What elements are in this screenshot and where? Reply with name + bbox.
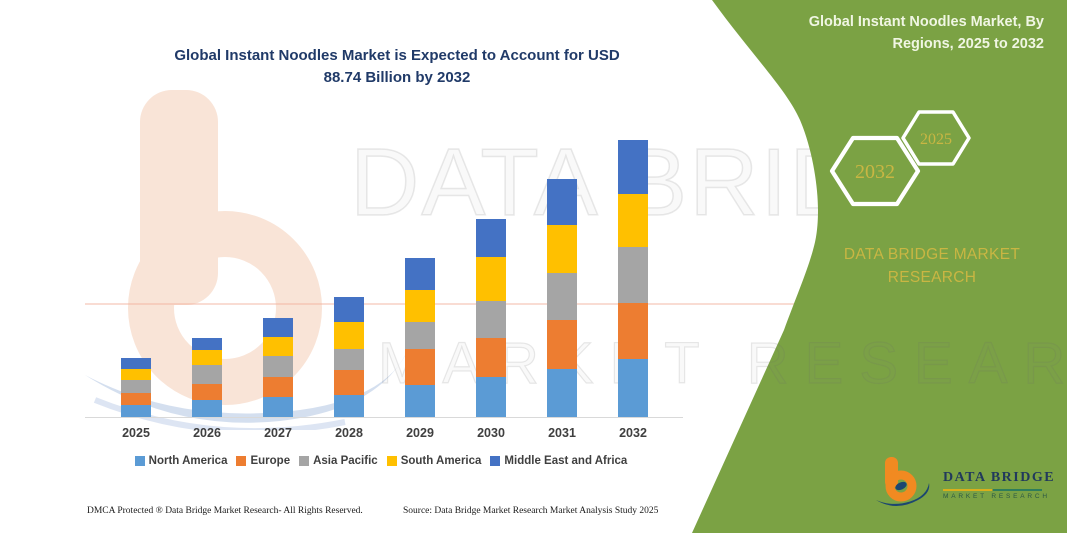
bar-segment-2028-south-america xyxy=(334,322,364,349)
databridge-logo-name: DATA BRIDGE xyxy=(943,470,1056,485)
legend-swatch-icon xyxy=(236,456,247,466)
hexagon-2032 xyxy=(829,135,921,207)
x-axis-label-2027: 2027 xyxy=(264,426,292,440)
bar-segment-2025-north-america xyxy=(121,405,151,417)
bar-segment-2030-asia-pacific xyxy=(476,300,506,339)
legend-item-europe: Europe xyxy=(236,455,290,467)
legend-item-south-america: South America xyxy=(386,455,482,467)
footer-source-text: Source: Data Bridge Market Research Mark… xyxy=(403,506,659,516)
bar-segment-2029-europe xyxy=(405,349,435,385)
bar-segment-2031-asia-pacific xyxy=(547,272,577,321)
x-axis-label-2026: 2026 xyxy=(193,426,221,440)
brand-line2: RESEARCH xyxy=(887,269,977,286)
legend-item-middle-east-and-africa: Middle East and Africa xyxy=(490,455,627,467)
watermark-pink-line xyxy=(85,303,810,305)
bar-segment-2030-middle-east-and-africa xyxy=(476,218,506,257)
bar-segment-2031-middle-east-and-africa xyxy=(547,178,577,226)
bar-segment-2026-south-america xyxy=(192,349,222,365)
legend-label: Asia Pacific xyxy=(313,455,378,467)
bar-segment-2025-asia-pacific xyxy=(121,379,151,393)
legend-swatch-icon xyxy=(490,456,501,466)
x-axis-label-2032: 2032 xyxy=(619,426,647,440)
panel-title-line1: Global Instant Noodles Market, By xyxy=(808,14,1044,30)
bar-segment-2027-middle-east-and-africa xyxy=(263,318,293,338)
bar-segment-2031-europe xyxy=(547,320,577,369)
bar-segment-2025-europe xyxy=(121,392,151,406)
background-logo-watermark xyxy=(85,90,407,430)
bar-segment-2028-europe xyxy=(334,369,364,395)
hexagon-2025-label: 2025 xyxy=(920,131,952,148)
databridge-logo-rule xyxy=(943,489,1042,491)
footer-dmca-text: DMCA Protected ® Data Bridge Market Rese… xyxy=(87,506,363,516)
bar-segment-2032-middle-east-and-africa xyxy=(618,139,648,195)
bar-segment-2030-north-america xyxy=(476,376,506,417)
bar-segment-2026-middle-east-and-africa xyxy=(192,338,222,350)
bar-segment-2029-middle-east-and-africa xyxy=(405,258,435,291)
bar-segment-2027-asia-pacific xyxy=(263,355,293,378)
bar-segment-2028-north-america xyxy=(334,394,364,417)
x-axis-label-2028: 2028 xyxy=(335,426,363,440)
legend-item-asia-pacific: Asia Pacific xyxy=(299,455,378,467)
bar-segment-2026-asia-pacific xyxy=(192,364,222,384)
legend-label: South America xyxy=(400,455,482,467)
x-axis-label-2029: 2029 xyxy=(406,426,434,440)
bar-segment-2027-europe xyxy=(263,377,293,398)
bar-segment-2030-south-america xyxy=(476,256,506,301)
bar-segment-2025-south-america xyxy=(121,368,151,380)
legend-label: North America xyxy=(148,455,228,467)
year-hexagons: 2025 2032 xyxy=(829,110,971,207)
bar-segment-2026-europe xyxy=(192,383,222,401)
panel-title-line2: Regions, 2025 to 2032 xyxy=(892,36,1044,52)
hexagon-2025 xyxy=(901,110,971,166)
green-panel-shape xyxy=(692,0,1067,533)
bar-segment-2028-middle-east-and-africa xyxy=(334,296,364,323)
bar-segment-2028-asia-pacific xyxy=(334,348,364,370)
databridge-logo-icon xyxy=(876,457,930,506)
bar-segment-2029-north-america xyxy=(405,384,435,417)
x-axis-label-2025: 2025 xyxy=(122,426,150,440)
legend-swatch-icon xyxy=(386,456,397,466)
bar-segment-2026-north-america xyxy=(192,400,222,417)
brand-line1: DATA BRIDGE MARKET xyxy=(843,246,1021,263)
chart-title-line1: Global Instant Noodles Market is Expecte… xyxy=(174,47,620,64)
x-axis-label-2031: 2031 xyxy=(548,426,576,440)
legend-swatch-icon xyxy=(134,456,145,466)
bar-segment-2025-middle-east-and-africa xyxy=(121,357,151,369)
bar-segment-2031-south-america xyxy=(547,225,577,273)
bar-segment-2032-north-america xyxy=(618,358,648,417)
bar-segment-2031-north-america xyxy=(547,368,577,417)
bar-segment-2027-south-america xyxy=(263,337,293,356)
bar-segment-2029-asia-pacific xyxy=(405,321,435,350)
bar-segment-2032-south-america xyxy=(618,194,648,248)
x-axis-label-2030: 2030 xyxy=(477,426,505,440)
databridge-logo-subtext: MARKET RESEARCH xyxy=(943,493,1050,500)
chart-title: Global Instant Noodles Market is Expecte… xyxy=(97,45,697,89)
bar-segment-2027-north-america xyxy=(263,397,293,417)
legend-label: Europe xyxy=(250,455,291,467)
x-axis-line xyxy=(85,417,683,418)
legend-item-north-america: North America xyxy=(134,455,228,467)
chart-legend: North America Europe Asia Pacific South Ame… xyxy=(85,455,677,467)
panel-title: Global Instant Noodles Market, By Region… xyxy=(704,11,1044,55)
bar-segment-2032-europe xyxy=(618,303,648,359)
chart-title-line2: 88.74 Billion by 2032 xyxy=(323,69,471,86)
bar-segment-2032-asia-pacific xyxy=(618,247,648,304)
brand-wordmark-gold: DATA BRIDGE MARKET RESEARCH xyxy=(798,243,1066,289)
bar-segment-2030-europe xyxy=(476,338,506,377)
hexagon-2032-label: 2032 xyxy=(855,161,895,183)
legend-swatch-icon xyxy=(299,456,310,466)
legend-label: Middle East and Africa xyxy=(504,455,628,467)
bar-segment-2029-south-america xyxy=(405,290,435,322)
